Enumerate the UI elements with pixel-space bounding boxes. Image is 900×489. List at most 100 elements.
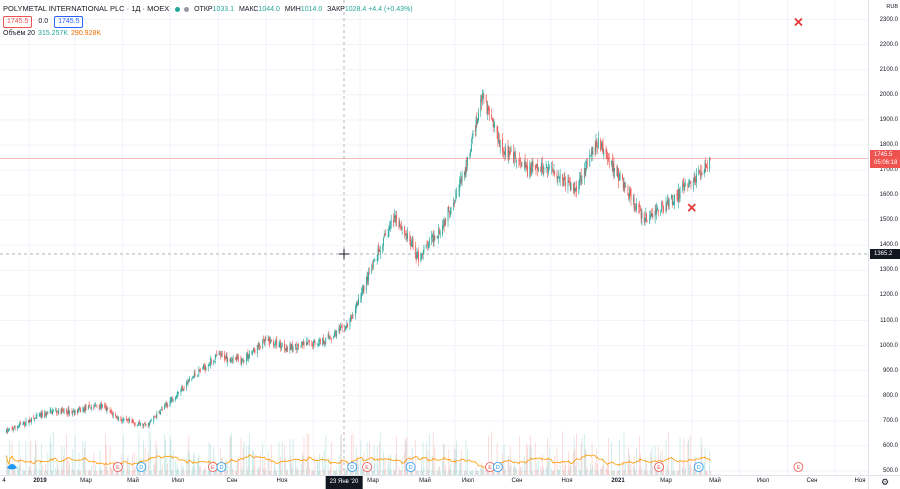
candle-body bbox=[444, 218, 446, 225]
volume-bar bbox=[491, 431, 493, 475]
volume-bar bbox=[709, 450, 711, 475]
volume-bar bbox=[269, 470, 271, 475]
candle-body bbox=[225, 355, 227, 359]
candle-body bbox=[226, 355, 228, 361]
volume-bar bbox=[235, 470, 236, 475]
price-scale[interactable]: RUB 2300.0 2200.0 2100.0 2000.0 1900.0 1800.0… bbox=[868, 0, 900, 475]
volume-bar bbox=[612, 470, 614, 475]
candle-body bbox=[242, 360, 244, 362]
candle-body bbox=[91, 407, 92, 409]
candle-body bbox=[227, 359, 229, 363]
candle-body bbox=[167, 404, 169, 407]
candle-body bbox=[330, 338, 332, 339]
volume-bar bbox=[109, 446, 111, 475]
symbol-title[interactable]: POLYMETAL INTERNATIONAL PLC · 1Д · MOEX bbox=[3, 4, 170, 13]
candle-body bbox=[137, 424, 139, 425]
price-tick: 800.0 bbox=[882, 392, 898, 399]
close-label: ЗАКР bbox=[327, 6, 345, 13]
candle-body bbox=[603, 151, 605, 156]
volume-bar bbox=[520, 467, 521, 475]
candle-body bbox=[373, 259, 375, 261]
candle-body bbox=[534, 165, 536, 168]
candle-body bbox=[466, 164, 468, 167]
volume-bar bbox=[107, 470, 109, 475]
volume-bar bbox=[280, 456, 282, 475]
candle-body bbox=[493, 124, 495, 127]
candle-body bbox=[540, 169, 542, 172]
candle-body bbox=[701, 172, 703, 175]
volume-bar bbox=[537, 469, 538, 475]
candle-body bbox=[45, 413, 46, 416]
volume-bar bbox=[215, 469, 217, 475]
candle-body bbox=[155, 417, 157, 418]
volume-bar bbox=[24, 470, 26, 475]
volume-bar bbox=[74, 436, 76, 475]
candle-body bbox=[220, 355, 222, 357]
price-tick: 2300.0 bbox=[879, 16, 898, 23]
volume-bar bbox=[29, 468, 31, 475]
volume-bar bbox=[100, 467, 102, 475]
candle-body bbox=[492, 118, 493, 122]
candle-body bbox=[600, 140, 602, 151]
volume-bar bbox=[51, 470, 53, 475]
candle-body bbox=[237, 356, 239, 359]
volume-bar bbox=[319, 454, 320, 475]
volume-bar bbox=[8, 466, 10, 475]
candle-body bbox=[668, 199, 670, 206]
candle-body bbox=[63, 410, 65, 412]
candle-body bbox=[268, 338, 270, 341]
sell-price-box[interactable]: 1745.5 bbox=[3, 16, 33, 28]
volume-bar bbox=[390, 468, 392, 475]
candle-body bbox=[667, 200, 668, 204]
candle-body bbox=[679, 188, 681, 199]
candle-body bbox=[143, 423, 145, 424]
volume-bar bbox=[685, 466, 686, 475]
candle-body bbox=[385, 233, 387, 235]
candle-body bbox=[213, 361, 215, 363]
volume-bar bbox=[652, 467, 654, 475]
candle-body bbox=[706, 165, 708, 169]
volume-bar bbox=[436, 470, 438, 475]
candle-body bbox=[622, 178, 624, 188]
volume-bar bbox=[34, 457, 35, 475]
volume-bar bbox=[569, 467, 570, 475]
volume-bar bbox=[579, 470, 581, 475]
currency-label[interactable]: RUB bbox=[886, 4, 898, 10]
buy-price-box[interactable]: 1745.5 bbox=[54, 16, 84, 28]
time-scale[interactable]: 42019МарМайИюлСенНоя20МарМайИюлСенНоя202… bbox=[0, 475, 868, 489]
candle-body bbox=[542, 173, 544, 174]
volume-bar bbox=[405, 441, 407, 475]
volume-bar bbox=[71, 468, 73, 475]
volume-bar bbox=[17, 465, 18, 475]
volume-bar bbox=[274, 467, 276, 475]
candle-body bbox=[378, 248, 380, 251]
price-tick: 2000.0 bbox=[879, 91, 898, 98]
volume-bar bbox=[259, 467, 261, 475]
volume-bar bbox=[674, 470, 676, 475]
volume-bar bbox=[41, 466, 43, 475]
candle-body bbox=[390, 220, 392, 227]
volume-bar bbox=[296, 470, 298, 475]
volume-label[interactable]: Объём 20 bbox=[3, 30, 36, 37]
volume-bar bbox=[159, 470, 161, 475]
candle-body bbox=[553, 171, 555, 172]
volume-bar bbox=[216, 470, 218, 475]
volume-bar bbox=[232, 469, 234, 475]
volume-bar bbox=[14, 470, 16, 475]
candle-body bbox=[608, 160, 610, 165]
candle-body bbox=[454, 200, 456, 202]
volume-bar bbox=[291, 468, 293, 475]
volume-bar bbox=[196, 463, 198, 475]
low-label: МИН bbox=[284, 6, 301, 13]
candle-body bbox=[19, 423, 21, 426]
volume-bar bbox=[142, 469, 144, 475]
gear-icon[interactable]: ⚙ bbox=[881, 477, 890, 487]
volume-bar bbox=[160, 456, 162, 475]
price-tick: 600.0 bbox=[882, 442, 898, 449]
volume-bar bbox=[286, 468, 288, 475]
volume-bar bbox=[259, 453, 261, 475]
candle-body bbox=[96, 405, 98, 407]
candle-body bbox=[591, 151, 593, 154]
